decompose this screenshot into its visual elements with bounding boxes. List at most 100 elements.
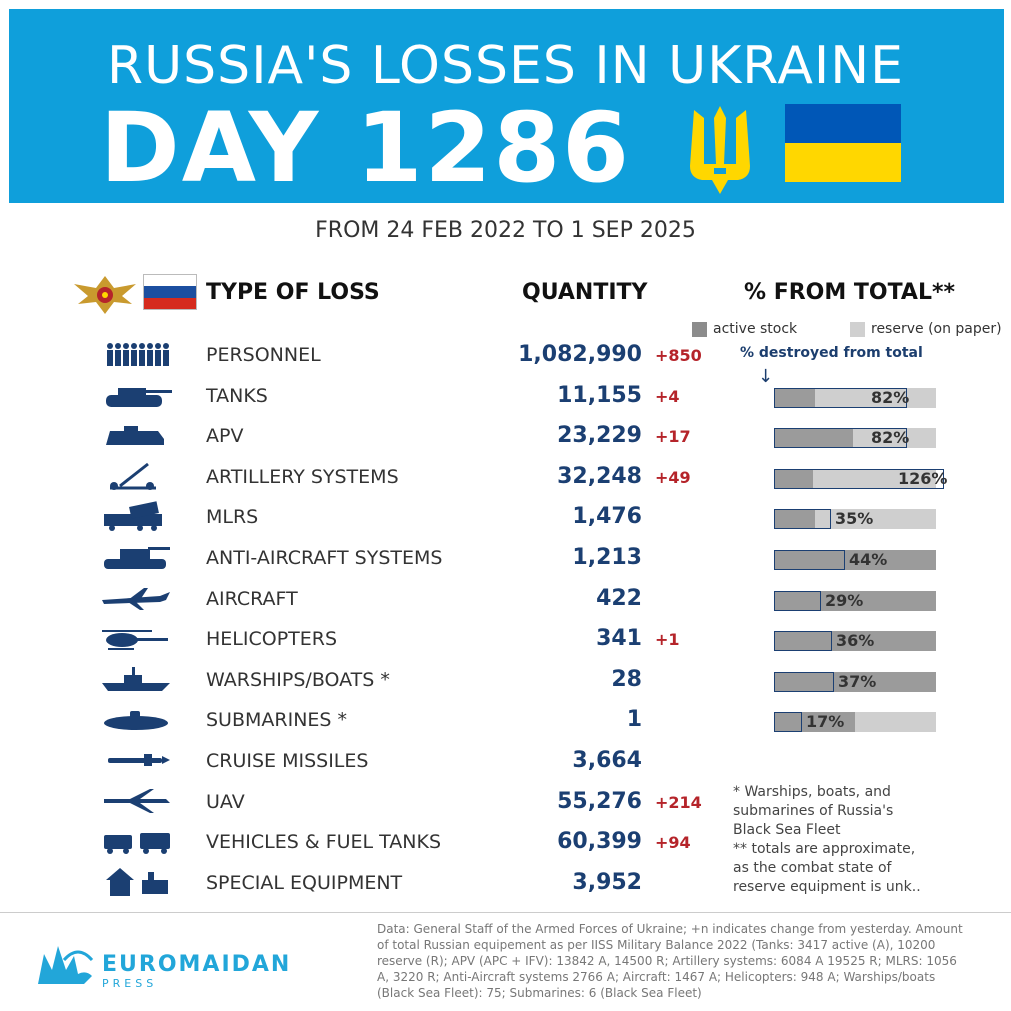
row-label: UAV bbox=[206, 790, 245, 813]
bar-percent-label: 82% bbox=[871, 428, 910, 448]
apv-icon bbox=[106, 426, 164, 446]
bar-active-segment bbox=[774, 387, 815, 408]
row-label: CRUISE MISSILES bbox=[206, 750, 369, 772]
legend-active-swatch bbox=[692, 322, 707, 337]
down-arrow-icon: ↓ bbox=[758, 366, 774, 387]
footnote-line: as the combat state of bbox=[733, 860, 892, 876]
row-label: SUBMARINES * bbox=[206, 709, 348, 732]
bar-active-segment bbox=[774, 590, 936, 611]
row-quantity: 1,213 bbox=[572, 545, 642, 570]
footnote-line: Black Sea Fleet bbox=[733, 822, 841, 838]
bar-active-segment bbox=[774, 550, 936, 570]
row-change: +94 bbox=[655, 833, 691, 853]
footer-divider bbox=[0, 912, 1011, 913]
percent-bar: 126% bbox=[774, 468, 947, 489]
bar-percent-label: 36% bbox=[836, 631, 875, 651]
tank-icon bbox=[106, 387, 172, 407]
bar-percent-label: 44% bbox=[849, 550, 888, 569]
row-label: SPECIAL EQUIPMENT bbox=[206, 871, 403, 894]
row-label: AIRCRAFT bbox=[206, 587, 298, 610]
row-label: ANTI-AIRCRAFT SYSTEMS bbox=[206, 547, 443, 569]
data-source-note: Data: General Staff of the Armed Forces … bbox=[377, 922, 963, 1000]
trident-icon bbox=[690, 106, 750, 194]
mlrs-icon bbox=[104, 501, 162, 532]
bar-active-segment bbox=[774, 468, 813, 489]
submarine-icon bbox=[104, 711, 168, 731]
row-change: +1 bbox=[655, 630, 680, 650]
bar-percent-label: 82% bbox=[871, 387, 910, 407]
footnotes: * Warships, boats, and submarines of Rus… bbox=[733, 783, 1003, 897]
brand-subtitle: PRESS bbox=[102, 977, 158, 990]
aircraft-icon bbox=[102, 587, 170, 610]
bar-reserve-segment bbox=[813, 468, 936, 489]
row-quantity: 55,276 bbox=[557, 788, 642, 814]
footnote-line: * Warships, boats, and bbox=[733, 784, 891, 800]
row-label: VEHICLES & FUEL TANKS bbox=[206, 831, 442, 854]
uav-icon bbox=[104, 788, 170, 813]
column-header-quantity: QUANTITY bbox=[522, 280, 648, 305]
row-quantity: 32,248 bbox=[557, 463, 642, 489]
russia-flag-icon bbox=[143, 274, 197, 310]
legend-reserve-label: reserve (on paper) bbox=[871, 321, 1002, 337]
row-change: +49 bbox=[655, 467, 691, 487]
column-header-type: TYPE OF LOSS bbox=[206, 280, 380, 305]
legend-reserve-swatch bbox=[850, 322, 865, 337]
russian-mod-emblem-icon bbox=[74, 276, 136, 314]
row-quantity: 422 bbox=[596, 585, 642, 611]
footnote-line: submarines of Russia's bbox=[733, 803, 894, 819]
bar-destroyed-outline bbox=[774, 550, 845, 570]
bar-percent-label: 37% bbox=[838, 671, 877, 691]
percent-bar: 29% bbox=[774, 590, 936, 611]
percent-bar: 37% bbox=[774, 671, 936, 692]
row-quantity: 3,664 bbox=[572, 748, 642, 773]
row-change: +214 bbox=[655, 792, 702, 812]
row-label: PERSONNEL bbox=[206, 344, 321, 366]
row-quantity: 3,952 bbox=[572, 869, 642, 895]
row-quantity: 23,229 bbox=[557, 423, 642, 449]
percent-bar: 35% bbox=[774, 509, 936, 530]
bar-percent-label: 126% bbox=[898, 468, 948, 488]
euromaidan-logo-icon bbox=[38, 946, 94, 984]
row-label: HELICOPTERS bbox=[206, 628, 338, 651]
row-change: +4 bbox=[655, 386, 680, 406]
footnote-line: ** totals are approximate, bbox=[733, 841, 916, 857]
row-quantity: 341 bbox=[596, 626, 642, 652]
row-label: ARTILLERY SYSTEMS bbox=[206, 465, 399, 488]
bar-active-segment bbox=[774, 671, 936, 692]
bar-destroyed-outline bbox=[774, 509, 831, 530]
vehicles-icon bbox=[104, 833, 170, 855]
bar-percent-label: 35% bbox=[835, 509, 874, 529]
row-quantity: 1 bbox=[626, 707, 642, 733]
row-label: WARSHIPS/BOATS * bbox=[206, 668, 390, 691]
bar-destroyed-outline bbox=[774, 590, 821, 611]
bar-percent-label: 29% bbox=[825, 590, 864, 610]
anti-aircraft-icon bbox=[104, 547, 170, 569]
row-change: +17 bbox=[655, 427, 691, 447]
row-label: TANKS bbox=[206, 384, 268, 407]
bar-active-segment bbox=[774, 712, 855, 733]
soldiers-icon bbox=[107, 343, 169, 366]
row-change: +850 bbox=[655, 346, 702, 365]
bar-active-segment bbox=[774, 428, 853, 449]
bar-destroyed-outline bbox=[774, 712, 802, 733]
bar-destroyed-outline bbox=[774, 428, 907, 449]
bar-destroyed-outline bbox=[774, 387, 907, 408]
warship-icon bbox=[102, 666, 170, 691]
special-equipment-icon bbox=[106, 867, 168, 896]
bar-reserve-segment bbox=[815, 509, 936, 530]
percent-bar: 36% bbox=[774, 631, 936, 652]
page-title: RUSSIA'S LOSSES IN UKRAINE bbox=[106, 36, 904, 96]
bar-destroyed-outline bbox=[774, 671, 834, 692]
period-subtitle: FROM 24 FEB 2022 TO 1 SEP 2025 bbox=[315, 218, 696, 243]
day-counter: DAY 1286 bbox=[100, 92, 631, 204]
percent-bar: 44% bbox=[774, 550, 936, 570]
ukraine-flag-icon bbox=[785, 104, 901, 182]
legend-active-label: active stock bbox=[713, 321, 798, 337]
row-label: APV bbox=[206, 425, 244, 448]
legend-destroyed-label: % destroyed from total bbox=[740, 345, 923, 361]
brand-name: EUROMAIDAN bbox=[102, 952, 292, 977]
bar-active-segment bbox=[774, 509, 815, 530]
bar-destroyed-outline bbox=[774, 468, 944, 489]
bar-reserve-segment bbox=[815, 387, 936, 408]
column-header-percent: % FROM TOTAL** bbox=[744, 280, 955, 305]
